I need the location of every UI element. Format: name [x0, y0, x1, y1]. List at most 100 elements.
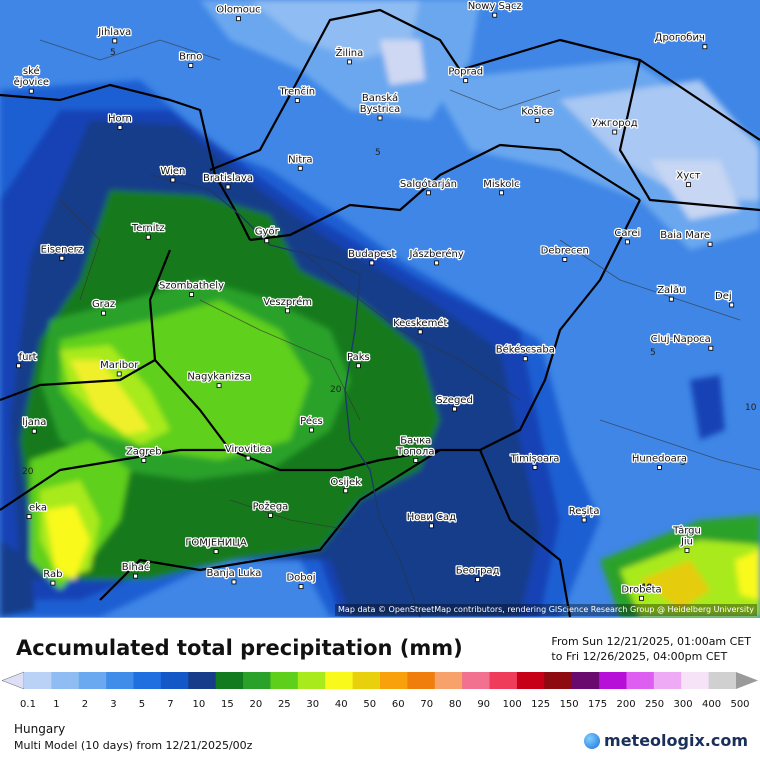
precip-band-40mm-romania-east: [735, 550, 760, 600]
city-marker-dot: [417, 329, 423, 335]
legend-color-swatch: [270, 672, 299, 689]
legend-color-swatch: [407, 672, 436, 689]
precip-band-1mm-east: [650, 160, 740, 220]
legend-tick-label: 5: [139, 699, 145, 708]
city-marker-dot: [189, 292, 194, 297]
city-marker-dot: [729, 302, 735, 308]
city-label: Brno: [179, 51, 202, 62]
legend-color-swatch: [380, 672, 408, 689]
legend-tick-label: 10: [193, 699, 206, 708]
city-label: Doboj: [286, 573, 315, 584]
border-serbia-romania: [478, 449, 572, 617]
city-label: Drobeta: [621, 584, 661, 595]
city-marker-dot: [347, 59, 352, 65]
city-label: Нови Сад: [407, 512, 456, 523]
city-marker-dot: [231, 579, 237, 585]
precipitation-map[interactable]: 5 5 20 20 5 5 10 40 Olomouc Nowy Sącz Jihlava Brno…: [0, 0, 760, 617]
region-name: Hungary: [14, 722, 66, 736]
city-marker-dot: [707, 241, 713, 247]
city-label: Kecskemét: [393, 317, 447, 329]
city-label: Miskolc: [483, 179, 519, 190]
city-label: Wien: [160, 166, 185, 177]
time-period: From Sun 12/21/2025, 01:00am CET to Fri …: [551, 634, 751, 664]
city-marker-dot: [668, 296, 674, 302]
region-border: [229, 499, 351, 531]
legend-tick-label: 1: [53, 699, 59, 708]
legend-tick-label: 100: [503, 699, 522, 708]
city-label: Poprad: [448, 67, 483, 78]
region-border: [599, 419, 760, 471]
map-canvas: 5 5 20 20 5 5 10 40 Olomouc Nowy Sącz Jihlava Brno…: [0, 0, 760, 617]
city-label: Хуст: [676, 171, 700, 182]
precip-band-40mm-maribor: [70, 360, 150, 435]
region-border: [299, 249, 521, 401]
contour-value-label: 20: [330, 385, 342, 395]
legend-color-swatch: [653, 672, 682, 689]
legend-tick-label: 90: [477, 699, 490, 708]
city-marker-dot: [133, 573, 139, 579]
legend-tick-label: 150: [560, 699, 579, 708]
city-label: Nagykanizsa: [187, 372, 250, 383]
border-slovakia-north: [209, 8, 760, 172]
model-info: Multi Model (10 days) from 12/21/2025/00…: [14, 739, 253, 752]
legend-tick-label: 7: [167, 699, 173, 708]
precip-band-2mm-north: [250, 0, 420, 60]
meteologix-globe-icon: [584, 732, 601, 749]
region-border: [39, 39, 221, 61]
city-label: Београд: [456, 566, 500, 577]
region-border: [59, 199, 101, 301]
legend-color-swatch: [434, 672, 463, 689]
city-label: Maribor: [100, 360, 139, 371]
legend-tick-label: 15: [221, 699, 234, 708]
legend-arrow-high: [736, 672, 758, 689]
city-label: Paks: [347, 352, 370, 363]
legend-color-swatch: [626, 672, 655, 689]
city-marker-dot: [534, 117, 540, 123]
city-label: Baia Mare: [660, 230, 710, 241]
city-marker-dot: [475, 577, 481, 583]
period-from: From Sun 12/21/2025, 01:00am CET: [551, 635, 751, 648]
city-label: Dej: [715, 291, 732, 302]
city-marker-dot: [639, 595, 644, 601]
legend-tick-label: 30: [306, 699, 319, 708]
city-label: ГОМЈЕНИЦА: [185, 538, 247, 549]
city-marker-dot: [297, 165, 303, 171]
legend-tick-label: 25: [278, 699, 291, 708]
legend-color-swatch: [188, 672, 217, 689]
legend-tick-label: 175: [588, 699, 607, 708]
contour-value-label: 40: [640, 583, 653, 593]
legend-tick-label: 3: [110, 699, 116, 708]
city-label: Bihać: [122, 561, 150, 573]
city-label: Békéscsaba: [496, 344, 555, 356]
precip-band-50mm-romania: [640, 560, 710, 610]
city-marker-dot: [141, 458, 147, 463]
city-label: Szeged: [436, 395, 473, 406]
city-label: Košice: [521, 105, 553, 117]
city-marker-dot: [499, 190, 504, 196]
legend-tick-label: 2: [82, 699, 88, 708]
city-markers: Olomouc Nowy Sącz Jihlava Brno Žilina Poprad Д…: [12, 0, 735, 601]
legend-color-swatch: [516, 672, 545, 689]
legend-color-swatch: [243, 672, 271, 689]
city-label: Debrecen: [541, 245, 589, 256]
brand-text: meteologix.com: [604, 731, 748, 750]
color-legend: 0.1 1 2 3 5 7 10 15 20 25 30 40 50 60 70 80 90 100 125 150 1…: [0, 668, 760, 710]
city-label: Pécs: [300, 415, 323, 427]
city-label: Salgótarján: [400, 178, 457, 190]
legend-tick-label: 0.1: [20, 699, 36, 708]
city-marker-dot: [624, 239, 630, 245]
region-border: [559, 239, 741, 321]
city-label: Horn: [108, 113, 132, 124]
city-marker-dot: [657, 465, 662, 470]
city-label: Virovitica: [225, 444, 271, 455]
period-to: to Fri 12/26/2025, 04:00pm CET: [551, 650, 728, 663]
legend-color-swatch: [489, 672, 518, 689]
city-label: Budapest: [348, 249, 395, 260]
city-marker-dot: [31, 428, 37, 434]
legend-color-swatch: [571, 672, 600, 689]
city-marker-dot: [426, 190, 431, 196]
city-marker-dot: [612, 129, 618, 135]
city-marker-dot: [492, 12, 498, 18]
brand-logo[interactable]: meteologix.com: [584, 731, 748, 750]
city-marker-dot: [369, 260, 375, 266]
